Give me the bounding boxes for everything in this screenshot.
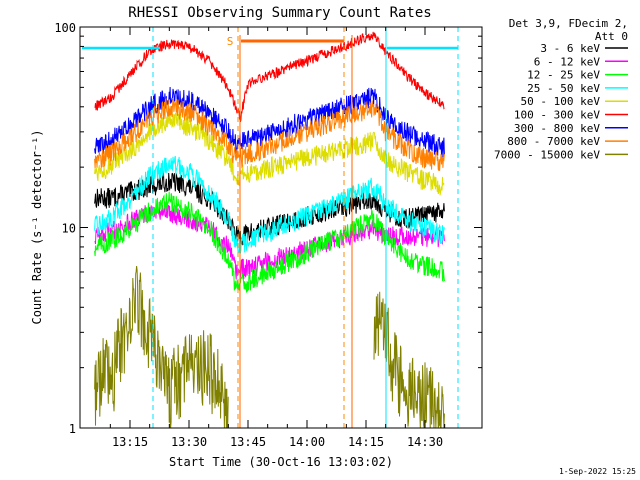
legend-label-3-6-kev: 3 - 6 keV bbox=[540, 42, 600, 55]
footer-date: 1-Sep-2022 15:25 bbox=[559, 467, 636, 476]
legend-header-line-1: Det 3,9, FDecim 2, bbox=[509, 17, 628, 30]
legend-label-12-25-kev: 12 - 25 keV bbox=[527, 69, 600, 82]
x-tick-label-1330: 13:30 bbox=[171, 435, 207, 449]
legend-label-50-100-kev: 50 - 100 keV bbox=[521, 95, 601, 108]
x-tick-label-1315: 13:15 bbox=[112, 435, 148, 449]
legend-label-300-800-kev: 300 - 800 keV bbox=[514, 122, 600, 135]
legend-label-800-7000-kev: 800 - 7000 keV bbox=[507, 135, 600, 148]
y-tick-label-100: 100 bbox=[54, 21, 76, 35]
chart-title: RHESSI Observing Summary Count Rates bbox=[128, 5, 431, 21]
y-axis: 1 10 100 bbox=[54, 21, 482, 436]
legend-label-25-50-kev: 25 - 50 keV bbox=[527, 82, 600, 95]
legend-header-line-2: Att 0 bbox=[595, 30, 628, 43]
legend-label-7000-15000-kev: 7000 - 15000 keV bbox=[494, 148, 600, 161]
x-axis-label: Start Time (30-Oct-16 13:03:02) bbox=[169, 455, 393, 469]
y-axis-label: Count Rate (s⁻¹ detector⁻¹) bbox=[30, 129, 44, 324]
x-tick-label-1400: 14:00 bbox=[289, 435, 325, 449]
x-axis: 13:15 13:30 13:45 14:00 14:15 14:30 bbox=[109, 27, 446, 449]
x-tick-label-1430: 14:30 bbox=[407, 435, 443, 449]
legend-label-6-12-kev: 6 - 12 keV bbox=[534, 55, 601, 68]
plot-area: S bbox=[82, 27, 459, 429]
series-line-7000-15000-kev bbox=[94, 266, 445, 429]
saa-marker-label: S bbox=[227, 35, 234, 48]
y-tick-label-10: 10 bbox=[62, 222, 76, 236]
x-tick-label-1415: 14:15 bbox=[348, 435, 384, 449]
legend-label-100-300-kev: 100 - 300 keV bbox=[514, 109, 600, 122]
y-tick-label-1: 1 bbox=[69, 422, 76, 436]
x-tick-label-1345: 13:45 bbox=[230, 435, 266, 449]
series-line-100-300-kev bbox=[94, 31, 445, 123]
